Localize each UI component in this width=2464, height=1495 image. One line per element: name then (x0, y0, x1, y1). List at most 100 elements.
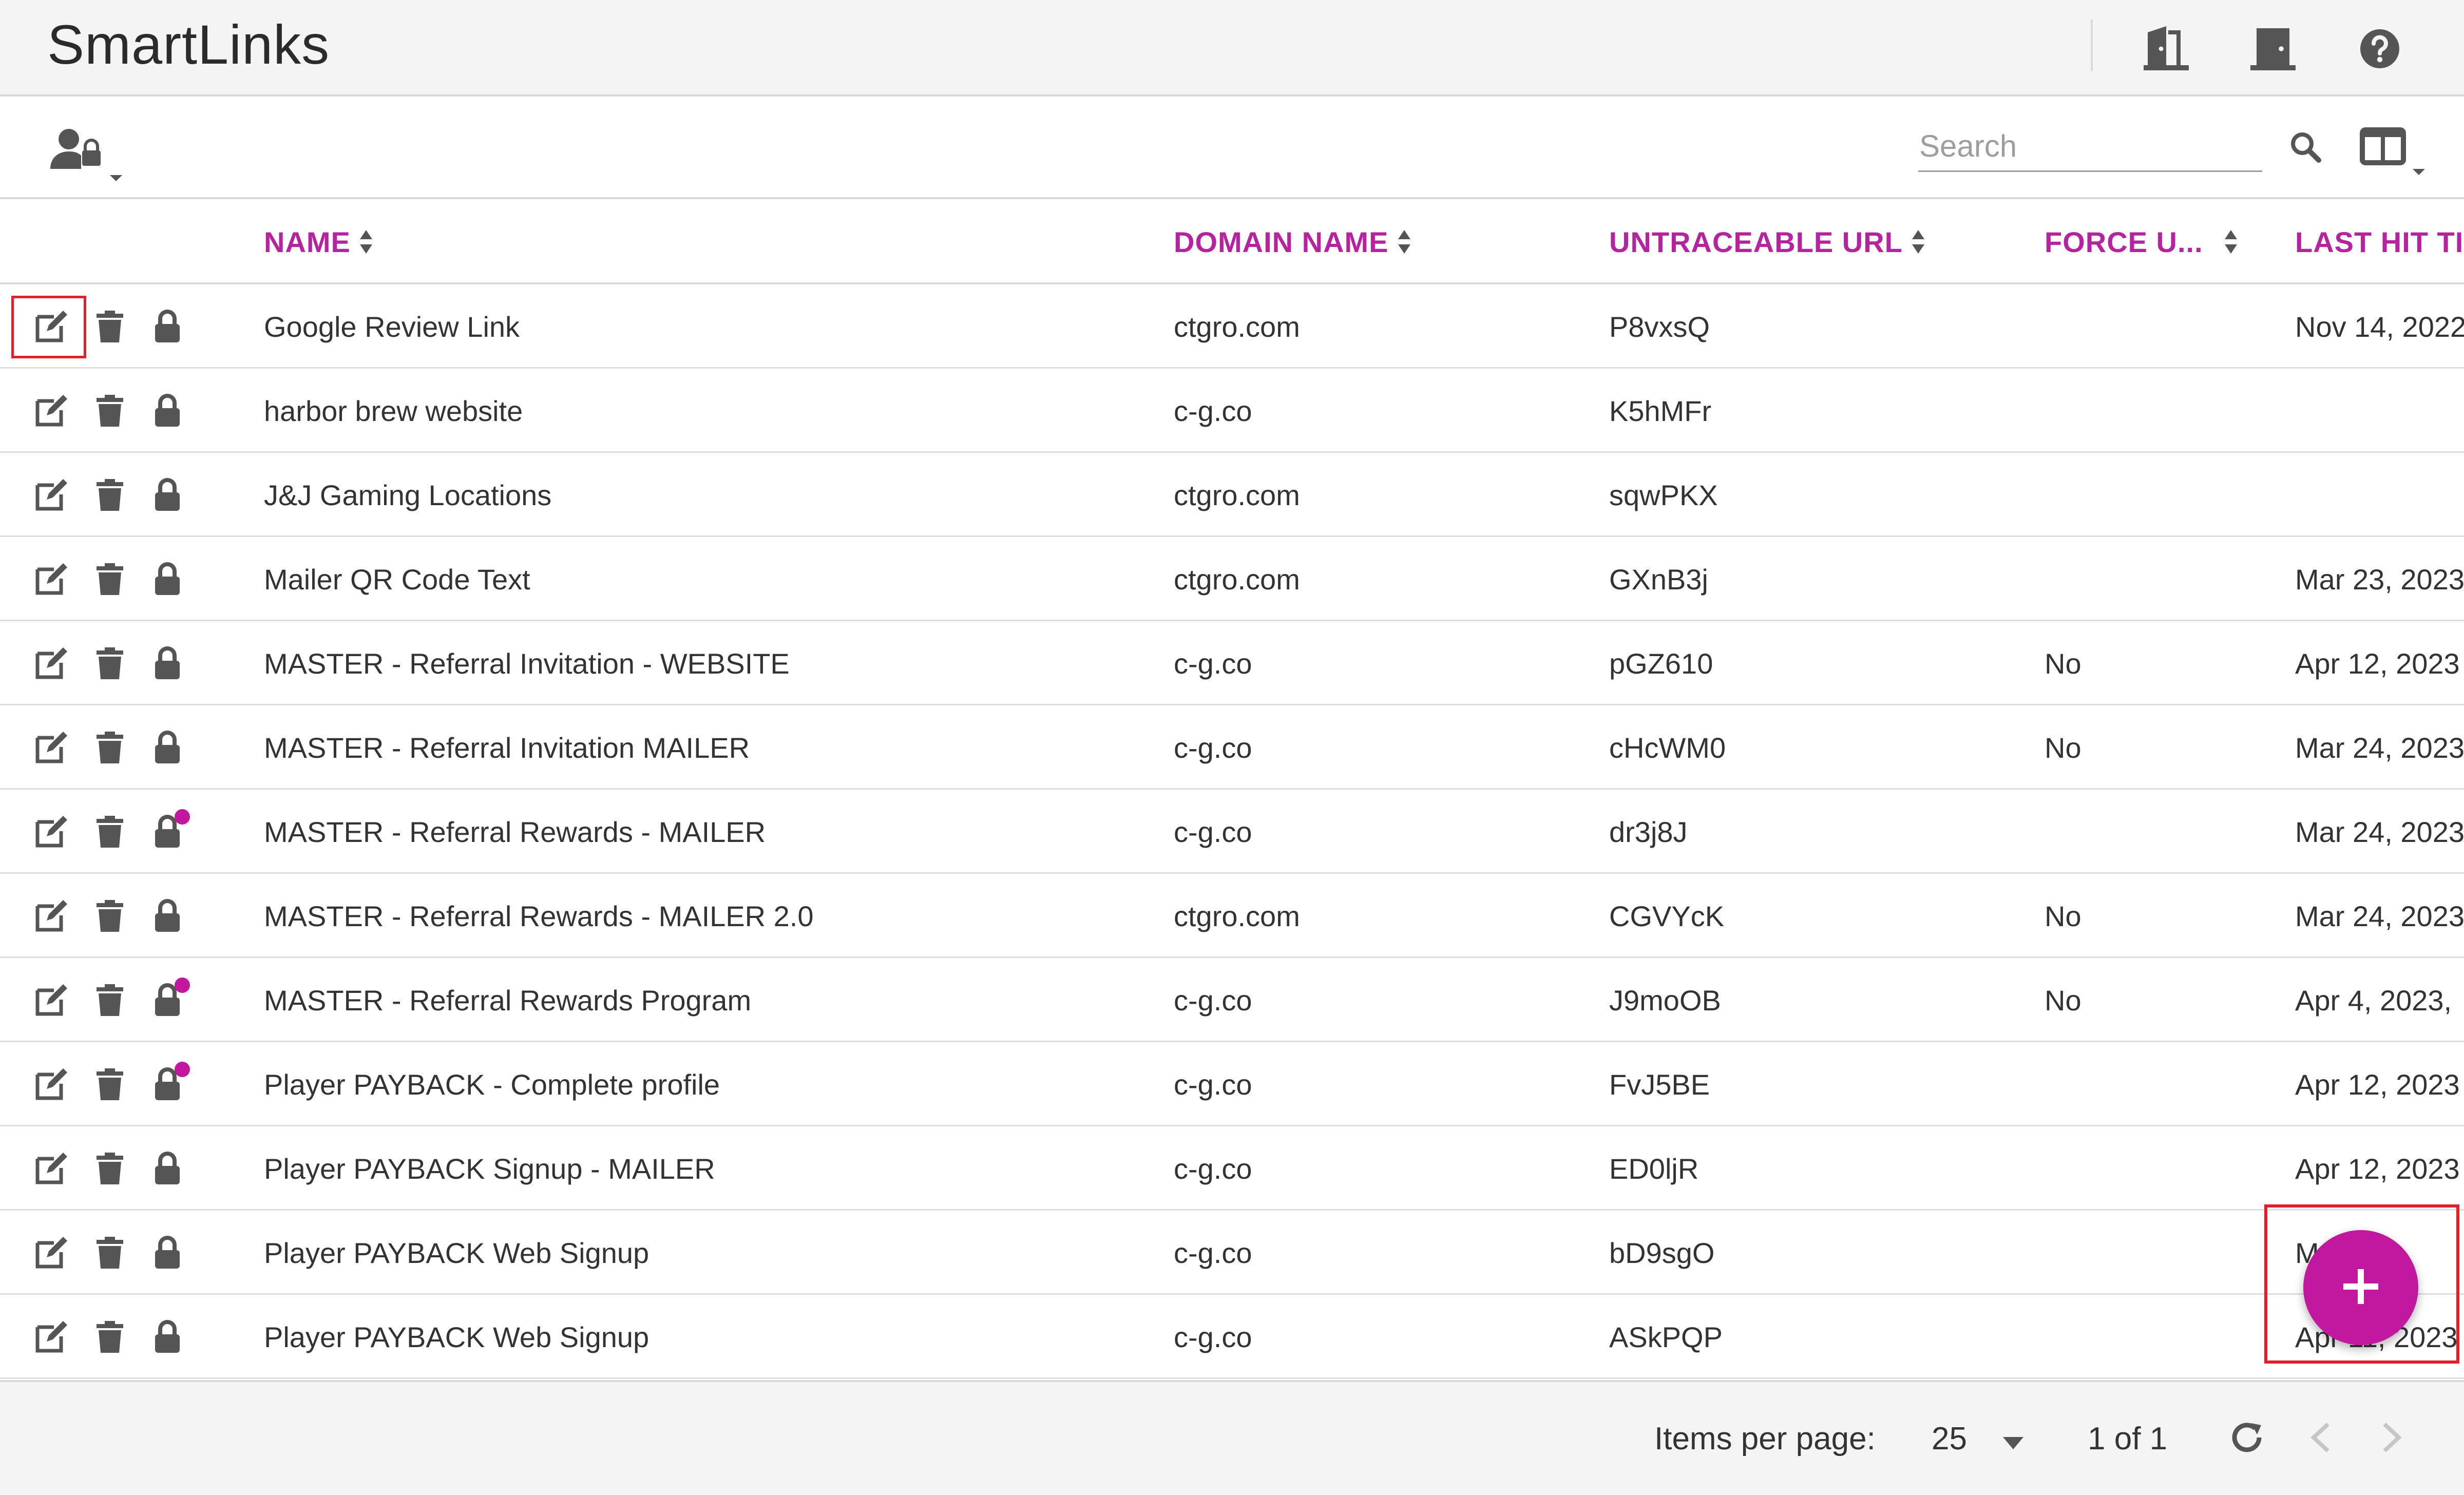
column-header-domain[interactable]: DOMAIN NAME (1174, 199, 1411, 284)
sort-icon[interactable] (1911, 229, 1925, 255)
column-header-label: FORCE U... (2045, 225, 2203, 258)
lock-icon[interactable] (149, 729, 186, 766)
help-icon[interactable] (2352, 21, 2408, 77)
lock-icon[interactable] (149, 476, 186, 513)
edit-icon[interactable] (33, 561, 70, 598)
cell-force (2045, 1295, 2260, 1379)
delete-icon[interactable] (91, 813, 128, 850)
table-row[interactable]: MASTER - Referral Invitation - WEBSITE c… (0, 621, 2464, 705)
delete-icon[interactable] (91, 308, 128, 345)
cell-domain: ctgro.com (1174, 478, 1300, 511)
search-field[interactable] (1918, 121, 2262, 172)
cell-untraceable-url: GXnB3j (1609, 563, 1708, 596)
edit-icon[interactable] (33, 897, 70, 934)
lock-icon[interactable] (149, 1150, 186, 1187)
search-icon[interactable] (2284, 125, 2327, 168)
sort-icon[interactable] (1397, 229, 1411, 255)
edit-icon[interactable] (33, 308, 70, 345)
sort-icon[interactable] (359, 229, 373, 255)
delete-icon[interactable] (91, 476, 128, 513)
delete-icon[interactable] (91, 1234, 128, 1271)
column-header-label: DOMAIN NAME (1174, 225, 1389, 258)
delete-icon[interactable] (91, 645, 128, 682)
edit-icon[interactable] (33, 982, 70, 1019)
cell-untraceable-url: sqwPKX (1609, 478, 1718, 511)
cell-last-hit: Mar 24, 2023 (2295, 899, 2464, 932)
cell-force: No (2045, 731, 2081, 764)
delete-icon[interactable] (91, 392, 128, 429)
table-row[interactable]: Player PAYBACK Signup - MAILER c-g.co ED… (0, 1126, 2464, 1211)
edit-icon[interactable] (33, 729, 70, 766)
cell-untraceable-url: pGZ610 (1609, 647, 1713, 680)
delete-icon[interactable] (91, 561, 128, 598)
table-row[interactable]: Player PAYBACK - Complete profile c-g.co… (0, 1042, 2464, 1126)
lock-icon[interactable] (149, 561, 186, 598)
table-row[interactable]: Mailer QR Code Text ctgro.com GXnB3j Mar… (0, 537, 2464, 621)
column-header-label: LAST HIT TI (2295, 225, 2464, 258)
delete-icon[interactable] (91, 1150, 128, 1187)
edit-icon[interactable] (33, 645, 70, 682)
cell-untraceable-url: FvJ5BE (1609, 1068, 1710, 1101)
table-row[interactable]: MASTER - Referral Rewards - MAILER c-g.c… (0, 790, 2464, 874)
lock-icon[interactable] (149, 977, 190, 1019)
next-page-icon[interactable] (2368, 1414, 2415, 1461)
previous-page-icon[interactable] (2297, 1414, 2344, 1461)
edit-icon[interactable] (33, 1066, 70, 1103)
lock-icon[interactable] (149, 308, 186, 345)
items-per-page-value: 25 (1932, 1421, 1967, 1456)
delete-icon[interactable] (91, 982, 128, 1019)
cell-last-hit: Mar 23, 2023 (2295, 563, 2464, 596)
cell-domain: c-g.co (1174, 1236, 1252, 1269)
add-smartlink-button[interactable] (2303, 1230, 2418, 1345)
lock-icon[interactable] (149, 809, 190, 850)
cell-domain: c-g.co (1174, 1152, 1252, 1185)
edit-icon[interactable] (33, 1150, 70, 1187)
lock-icon[interactable] (149, 1234, 186, 1271)
edit-icon[interactable] (33, 813, 70, 850)
door-closed-icon[interactable] (2245, 21, 2301, 77)
cell-domain: c-g.co (1174, 1320, 1252, 1353)
column-header-url[interactable]: UNTRACEABLE URL (1609, 199, 1925, 284)
edit-icon[interactable] (33, 392, 70, 429)
column-header-last-hit[interactable]: LAST HIT TI (2295, 199, 2464, 284)
table-row[interactable]: J&J Gaming Locations ctgro.com sqwPKX (0, 453, 2464, 537)
columns-icon[interactable] (2357, 123, 2434, 180)
items-per-page-select[interactable]: 25 (1932, 1382, 2023, 1495)
cell-name: MASTER - Referral Rewards Program (264, 984, 752, 1017)
cell-name: MASTER - Referral Invitation MAILER (264, 731, 750, 764)
lock-icon[interactable] (149, 645, 186, 682)
table-row[interactable]: Player PAYBACK Web Signup c-g.co ASkPQP … (0, 1295, 2464, 1379)
chevron-down-icon (2002, 1421, 2023, 1457)
search-input[interactable] (1918, 121, 2262, 170)
user-lock-icon[interactable] (47, 123, 129, 185)
lock-icon[interactable] (149, 1318, 186, 1355)
column-header-force[interactable]: FORCE U... (2045, 199, 2238, 284)
cell-last-hit: Apr 12, 2023 (2295, 647, 2460, 680)
edit-icon[interactable] (33, 476, 70, 513)
table-row[interactable]: harbor brew website c-g.co K5hMFr (0, 369, 2464, 453)
table-row[interactable]: MASTER - Referral Rewards - MAILER 2.0 c… (0, 874, 2464, 958)
table-row[interactable]: MASTER - Referral Invitation MAILER c-g.… (0, 705, 2464, 790)
sort-icon[interactable] (2224, 229, 2238, 255)
cell-last-hit: Apr 12, 2023 (2295, 1152, 2460, 1185)
lock-icon[interactable] (149, 392, 186, 429)
cell-last-hit: Nov 14, 2022 (2295, 310, 2464, 343)
table-row[interactable]: Google Review Link ctgro.com P8vxsQ Nov … (0, 284, 2464, 369)
delete-icon[interactable] (91, 729, 128, 766)
delete-icon[interactable] (91, 1066, 128, 1103)
delete-icon[interactable] (91, 897, 128, 934)
refresh-icon[interactable] (2223, 1414, 2270, 1461)
table-row[interactable]: MASTER - Referral Rewards Program c-g.co… (0, 958, 2464, 1042)
lock-icon[interactable] (149, 1062, 190, 1103)
lock-icon[interactable] (149, 897, 186, 934)
delete-icon[interactable] (91, 1318, 128, 1355)
column-header-name[interactable]: NAME (264, 199, 373, 284)
table-row[interactable]: Player PAYBACK Web Signup c-g.co bD9sgO … (0, 1211, 2464, 1295)
cell-domain: ctgro.com (1174, 310, 1300, 343)
door-open-icon[interactable] (2138, 21, 2194, 77)
cell-name: Player PAYBACK Web Signup (264, 1320, 650, 1353)
edit-icon[interactable] (33, 1318, 70, 1355)
app-header: SmartLinks (0, 0, 2464, 97)
edit-icon[interactable] (33, 1234, 70, 1271)
notification-dot (175, 809, 190, 825)
